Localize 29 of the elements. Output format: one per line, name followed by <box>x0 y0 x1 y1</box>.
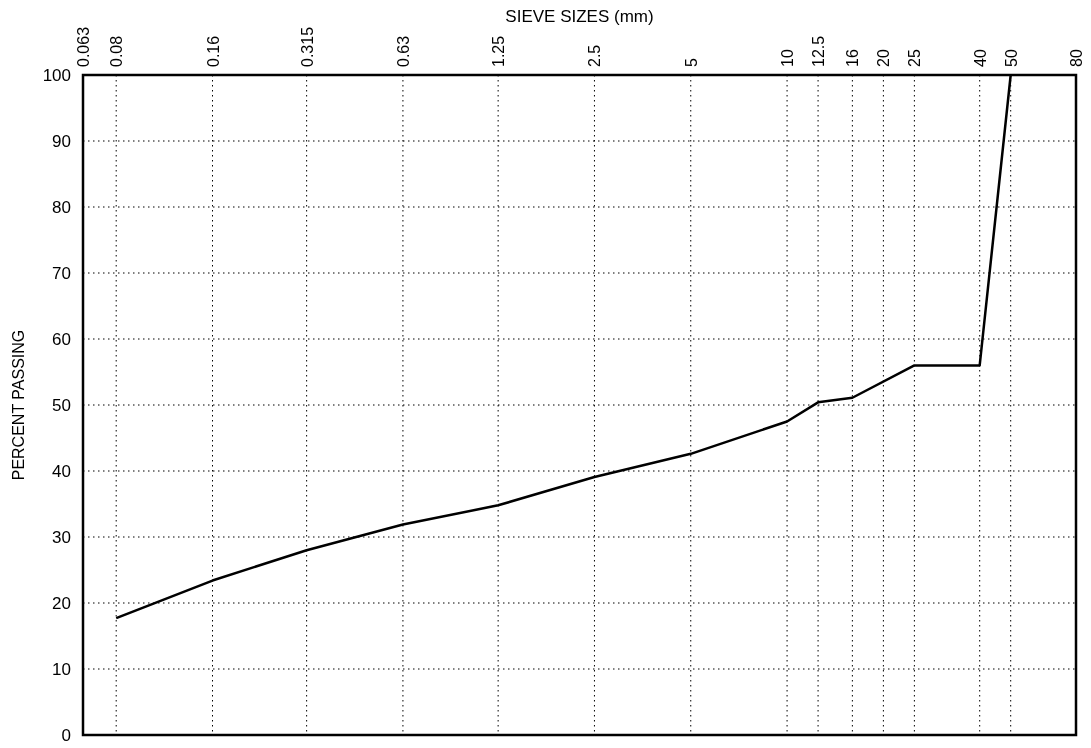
y-tick-label: 10 <box>52 660 71 679</box>
y-tick-label: 50 <box>52 396 71 415</box>
y-tick-label: 30 <box>52 528 71 547</box>
y-tick-label: 0 <box>61 726 71 745</box>
x-tick-label: 1.25 <box>490 35 508 67</box>
x-tick-label: 5 <box>682 58 700 67</box>
x-tick-label: 2.5 <box>586 44 604 67</box>
y-tick-label: 70 <box>52 264 71 283</box>
y-axis-title: PERCENT PASSING <box>10 329 27 481</box>
x-tick-label: 0.63 <box>394 35 412 67</box>
x-tick-label: 20 <box>875 49 893 67</box>
x-tick-label: 0.16 <box>204 35 222 67</box>
x-axis-title: SIEVE SIZES (mm) <box>505 7 654 26</box>
x-tick-label: 40 <box>971 49 989 67</box>
y-tick-label: 80 <box>52 198 71 217</box>
y-tick-label: 40 <box>52 462 71 481</box>
y-tick-label: 20 <box>52 594 71 613</box>
x-tick-label: 25 <box>906 49 924 67</box>
y-tick-label: 100 <box>42 66 71 85</box>
x-tick-label: 10 <box>779 49 797 67</box>
x-tick-label: 0.315 <box>298 26 316 67</box>
x-tick-label: 16 <box>844 49 862 67</box>
y-tick-label: 90 <box>52 132 71 151</box>
x-tick-label: 80 <box>1068 49 1085 67</box>
x-tick-label: 0.063 <box>75 26 92 67</box>
y-tick-label: 60 <box>52 330 71 349</box>
x-tick-label: 12.5 <box>810 35 828 67</box>
x-tick-label: 50 <box>1002 49 1020 67</box>
x-tick-label: 0.08 <box>108 35 126 67</box>
